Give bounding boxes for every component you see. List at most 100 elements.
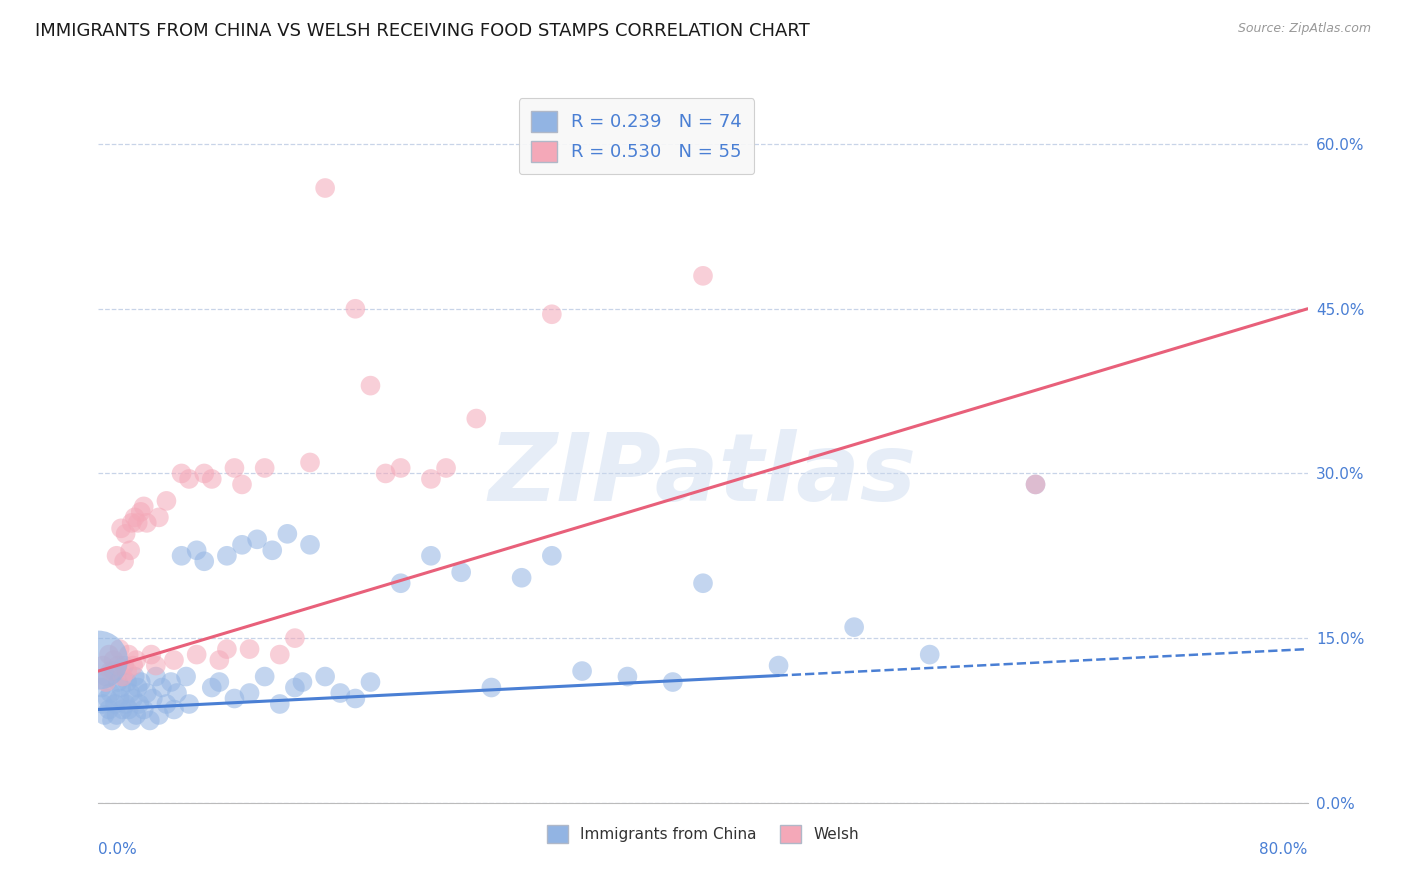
Point: [148, 708, 170, 723]
Point: [616, 669, 638, 683]
Point: [269, 648, 291, 662]
Point: [284, 631, 307, 645]
Point: [115, 675, 138, 690]
Point: [768, 658, 790, 673]
Text: IMMIGRANTS FROM CHINA VS WELSH RECEIVING FOOD STAMPS CORRELATION CHART: IMMIGRANTS FROM CHINA VS WELSH RECEIVING…: [35, 22, 810, 40]
Point: [111, 702, 134, 716]
Point: [124, 510, 146, 524]
Point: [389, 461, 412, 475]
Point: [329, 686, 352, 700]
Point: [94, 675, 117, 690]
Point: [125, 653, 148, 667]
Point: [135, 686, 157, 700]
Point: [224, 461, 246, 475]
Point: [120, 543, 142, 558]
Point: [114, 697, 136, 711]
Point: [163, 653, 186, 667]
Point: [127, 516, 149, 530]
Point: [121, 714, 143, 728]
Point: [193, 467, 215, 481]
Point: [90, 681, 112, 695]
Point: [150, 681, 173, 695]
Point: [128, 697, 150, 711]
Point: [93, 708, 115, 723]
Point: [129, 675, 152, 690]
Point: [291, 675, 314, 690]
Point: [215, 549, 238, 563]
Point: [166, 686, 188, 700]
Text: Source: ZipAtlas.com: Source: ZipAtlas.com: [1237, 22, 1371, 36]
Point: [360, 378, 382, 392]
Point: [420, 549, 443, 563]
Point: [450, 566, 472, 580]
Point: [101, 714, 124, 728]
Point: [510, 571, 533, 585]
Text: 0.0%: 0.0%: [98, 842, 138, 857]
Point: [1024, 477, 1046, 491]
Point: [160, 675, 183, 690]
Point: [844, 620, 866, 634]
Point: [141, 648, 163, 662]
Point: [179, 697, 201, 711]
Point: [918, 648, 941, 662]
Point: [420, 472, 443, 486]
Point: [103, 653, 125, 667]
Point: [122, 658, 145, 673]
Point: [540, 549, 562, 563]
Point: [129, 505, 152, 519]
Point: [108, 642, 131, 657]
Point: [110, 521, 132, 535]
Point: [87, 653, 110, 667]
Point: [231, 477, 253, 491]
Point: [155, 697, 177, 711]
Point: [314, 669, 336, 683]
Point: [94, 669, 117, 683]
Point: [108, 691, 131, 706]
Point: [374, 467, 396, 481]
Point: [253, 461, 276, 475]
Point: [98, 702, 121, 716]
Point: [239, 642, 262, 657]
Point: [246, 533, 269, 547]
Point: [481, 681, 503, 695]
Point: [104, 697, 127, 711]
Point: [571, 664, 593, 678]
Point: [215, 642, 238, 657]
Point: [540, 307, 562, 321]
Point: [135, 516, 157, 530]
Point: [127, 681, 149, 695]
Point: [344, 301, 367, 316]
Point: [132, 500, 155, 514]
Point: [208, 653, 231, 667]
Point: [224, 691, 246, 706]
Point: [91, 697, 114, 711]
Point: [120, 686, 142, 700]
Point: [155, 494, 177, 508]
Point: [110, 681, 132, 695]
Point: [122, 691, 145, 706]
Point: [111, 669, 134, 683]
Legend: Immigrants from China, Welsh: Immigrants from China, Welsh: [541, 819, 865, 848]
Point: [193, 554, 215, 568]
Point: [269, 697, 291, 711]
Point: [148, 510, 170, 524]
Point: [299, 455, 322, 469]
Point: [170, 467, 193, 481]
Point: [276, 526, 298, 541]
Point: [142, 691, 165, 706]
Point: [139, 714, 162, 728]
Point: [344, 691, 367, 706]
Point: [434, 461, 457, 475]
Point: [186, 543, 208, 558]
Point: [112, 658, 135, 673]
Point: [661, 675, 683, 690]
Point: [118, 648, 141, 662]
Point: [299, 538, 322, 552]
Point: [112, 554, 135, 568]
Point: [124, 669, 146, 683]
Point: [163, 702, 186, 716]
Point: [360, 675, 382, 690]
Point: [145, 658, 167, 673]
Point: [253, 669, 276, 683]
Point: [107, 675, 129, 690]
